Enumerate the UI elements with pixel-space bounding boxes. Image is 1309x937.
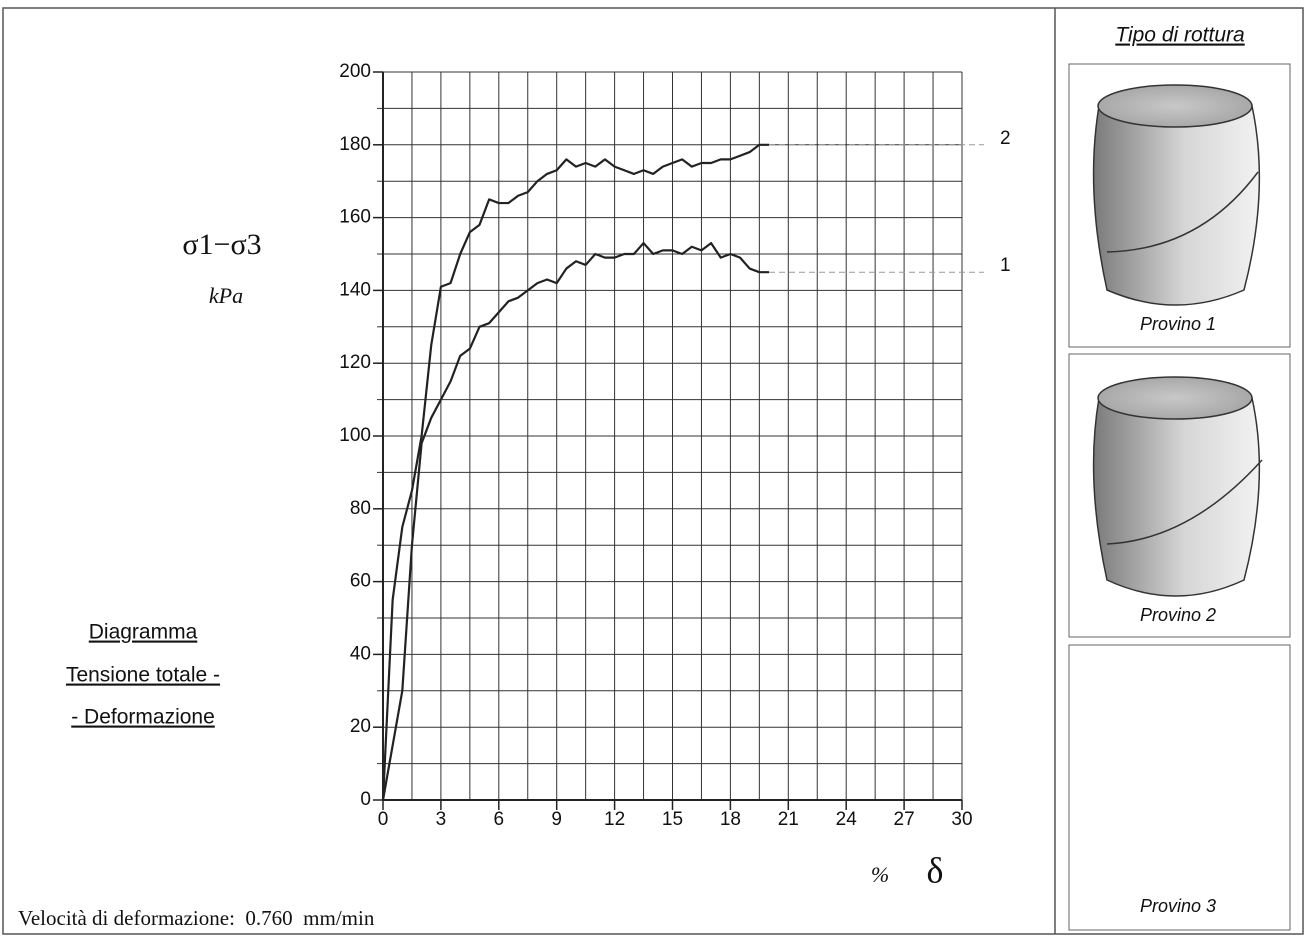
y-tick-label: 40 [350,643,371,664]
series-line [381,241,769,801]
x-tick-label: 15 [662,809,683,830]
x-tick-label: 12 [604,809,625,830]
y-tick-label: 120 [339,352,371,373]
y-tick-label: 140 [339,279,371,300]
sample-box [1068,353,1291,638]
y-tick-label: 180 [339,134,371,155]
x-tick-label: 6 [494,809,505,830]
panel-title: Tipo di rottura [1115,24,1244,47]
y-tick-label: 200 [339,61,371,82]
series-line [381,143,769,801]
x-tick-label: 9 [551,809,562,830]
sample-label: Provino 2 [1140,605,1216,625]
y-tick-label: 60 [350,571,371,592]
x-tick-label: 18 [720,809,741,830]
y-tick-label: 160 [339,207,371,228]
sample-label: Provino 1 [1140,314,1216,334]
specimen [1092,84,1261,306]
caption-line: Diagramma [89,621,198,644]
series-label: 2 [1000,128,1011,149]
y-tick-label: 20 [350,716,371,737]
x-tick-label: 3 [436,809,447,830]
series-label: 1 [1000,255,1011,276]
y-tick-label: 0 [360,789,371,810]
x-tick-label: 24 [836,809,858,830]
x-tick-label: 30 [951,809,972,830]
sample-box [1068,644,1291,931]
x-unit: % [871,862,889,887]
y-unit: kPa [209,283,243,308]
y-tick-label: 80 [350,498,371,519]
x-tick-label: 27 [894,809,915,830]
sample-label: Provino 3 [1140,896,1216,916]
sample-box [1068,63,1291,348]
x-label: δ [927,850,944,890]
x-tick-label: 21 [778,809,799,830]
y-label: σ1−σ3 [182,228,261,261]
y-tick-label: 100 [339,425,371,446]
specimen [1092,376,1263,597]
x-tick-label: 0 [378,809,389,830]
frame [2,7,1304,935]
caption-line: - Deformazione [71,706,215,729]
caption-line: Tensione totale - [66,664,220,687]
footer: Velocità di deformazione: 0.760 mm/min [18,906,375,930]
